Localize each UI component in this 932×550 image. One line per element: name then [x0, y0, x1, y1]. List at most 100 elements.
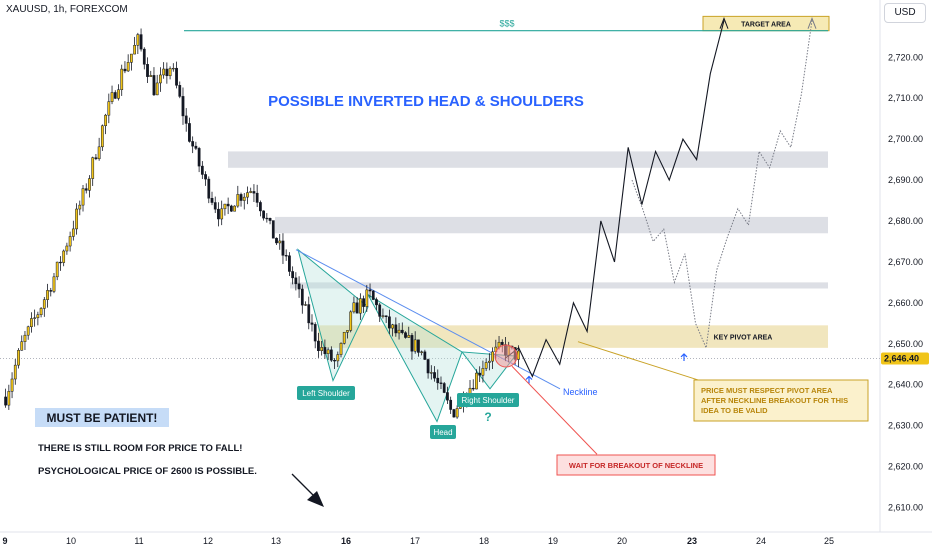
candle-up: [46, 290, 49, 300]
candle-down: [310, 322, 314, 325]
breakout-note: WAIT FOR BREAKOUT OF NECKLINE: [569, 461, 703, 470]
neckline-label: Neckline: [563, 387, 598, 397]
candle-up: [62, 250, 66, 263]
candle-up: [52, 276, 56, 292]
candle-down: [471, 387, 475, 390]
candle-down: [281, 240, 285, 256]
candle-up: [26, 326, 30, 336]
candle-down: [59, 261, 62, 264]
patient-label: MUST BE PATIENT!: [47, 411, 158, 425]
candle-down: [284, 255, 288, 257]
candle-down: [446, 392, 449, 401]
candle-up: [233, 205, 236, 212]
annotations: POSSIBLE INVERTED HEAD & SHOULDERS Left S…: [35, 93, 869, 507]
time-axis[interactable]: 9 10 11 12 13 16 17 18 19 20 23 24 25: [2, 536, 834, 546]
key-pivot-area-label: KEY PIVOT AREA: [714, 335, 773, 342]
projection-dotted-line: [631, 20, 813, 350]
candle-up: [30, 318, 33, 328]
target-area-label: TARGET AREA: [741, 22, 791, 29]
price-tick-label: 2,640.00: [888, 380, 923, 390]
candle-up: [336, 354, 340, 362]
candle-up: [420, 351, 424, 353]
candle-down: [297, 283, 301, 290]
candle-down: [152, 75, 156, 96]
candle-up: [391, 324, 394, 329]
candle-up: [75, 208, 78, 230]
candle-down: [362, 298, 365, 307]
candle-down: [146, 64, 149, 77]
candle-up: [23, 334, 27, 342]
liquidity-level-label: $$$: [499, 19, 514, 29]
candle-down: [368, 289, 372, 292]
candle-down: [478, 372, 482, 376]
candle-up: [481, 368, 485, 376]
down-arrow-head: [307, 491, 324, 507]
candle-down: [355, 302, 359, 314]
current-price-tag-label: 2,646.40: [884, 353, 919, 363]
price-axis[interactable]: 2,610.00 2,620.00 2,630.00 2,640.00 2,650.00…: [881, 11, 929, 512]
candle-up: [133, 45, 136, 55]
candle-down: [194, 145, 198, 149]
right-shoulder-label: Right Shoulder: [462, 396, 515, 405]
time-tick-label: 17: [410, 536, 420, 546]
candle-down: [229, 205, 233, 212]
candle-up: [381, 315, 385, 317]
candle-down: [294, 277, 298, 285]
zones: TARGET AREA KEY PIVOT AREA $$$: [184, 15, 830, 348]
candle-up: [110, 92, 114, 102]
candle-down: [207, 178, 211, 199]
candle-down: [178, 85, 182, 97]
room-note: THERE IS STILL ROOM FOR PRICE TO FALL!: [38, 443, 242, 454]
candle-up: [413, 339, 417, 352]
candle-up: [104, 114, 107, 127]
candle-down: [375, 299, 378, 306]
pivot-note-box: [693, 379, 869, 422]
candle-down: [449, 399, 453, 410]
pivot-note-line-1: PRICE MUST RESPECT PIVOT AREA: [701, 386, 833, 395]
pivot-up-arrow: [680, 353, 688, 361]
candle-up: [17, 350, 20, 366]
candle-up: [517, 350, 520, 360]
psych-note: PSYCHOLOGICAL PRICE OF 2600 IS POSSIBLE.: [38, 466, 257, 477]
currency-button[interactable]: USD: [884, 3, 926, 23]
candle-up: [91, 157, 95, 179]
price-tick-label: 2,680.00: [888, 216, 923, 226]
candle-up: [220, 208, 224, 220]
candles: [4, 28, 520, 419]
breakout-note-box: [556, 454, 716, 476]
left-shoulder-shape: [297, 248, 369, 383]
time-tick-label: 11: [134, 536, 143, 546]
candle-down: [226, 203, 230, 207]
candle-down: [417, 339, 420, 353]
pivot-note-line-3: IDEA TO BE VALID: [701, 406, 768, 415]
candle-down: [291, 271, 295, 279]
candle-down: [252, 191, 256, 194]
candle-up: [491, 351, 494, 362]
projection-dotted-arrow-head: [807, 17, 817, 29]
candle-down: [123, 68, 127, 72]
candle-up: [20, 341, 24, 351]
candle-down: [410, 335, 414, 352]
candle-down: [197, 148, 201, 167]
candle-down: [262, 210, 265, 219]
candle-down: [210, 197, 214, 203]
candle-up: [246, 192, 249, 198]
candle-up: [339, 343, 343, 355]
candle-down: [4, 396, 7, 406]
candle-down: [142, 48, 146, 65]
candle-down: [200, 165, 204, 175]
candle-up: [365, 289, 369, 307]
candle-down: [181, 96, 185, 117]
candle-down: [204, 174, 207, 180]
candle-up: [120, 68, 124, 90]
head-label: Head: [433, 428, 452, 437]
candle-down: [265, 217, 269, 220]
candle-down: [307, 304, 311, 324]
candle-up: [223, 203, 227, 210]
price-tick-label: 2,700.00: [888, 134, 923, 144]
candle-up: [278, 240, 282, 244]
symbol-title: XAUUSD, 1h, FOREXCOM: [6, 4, 128, 15]
neckline-line: [295, 249, 561, 390]
resistance-3-zone: [290, 282, 828, 289]
